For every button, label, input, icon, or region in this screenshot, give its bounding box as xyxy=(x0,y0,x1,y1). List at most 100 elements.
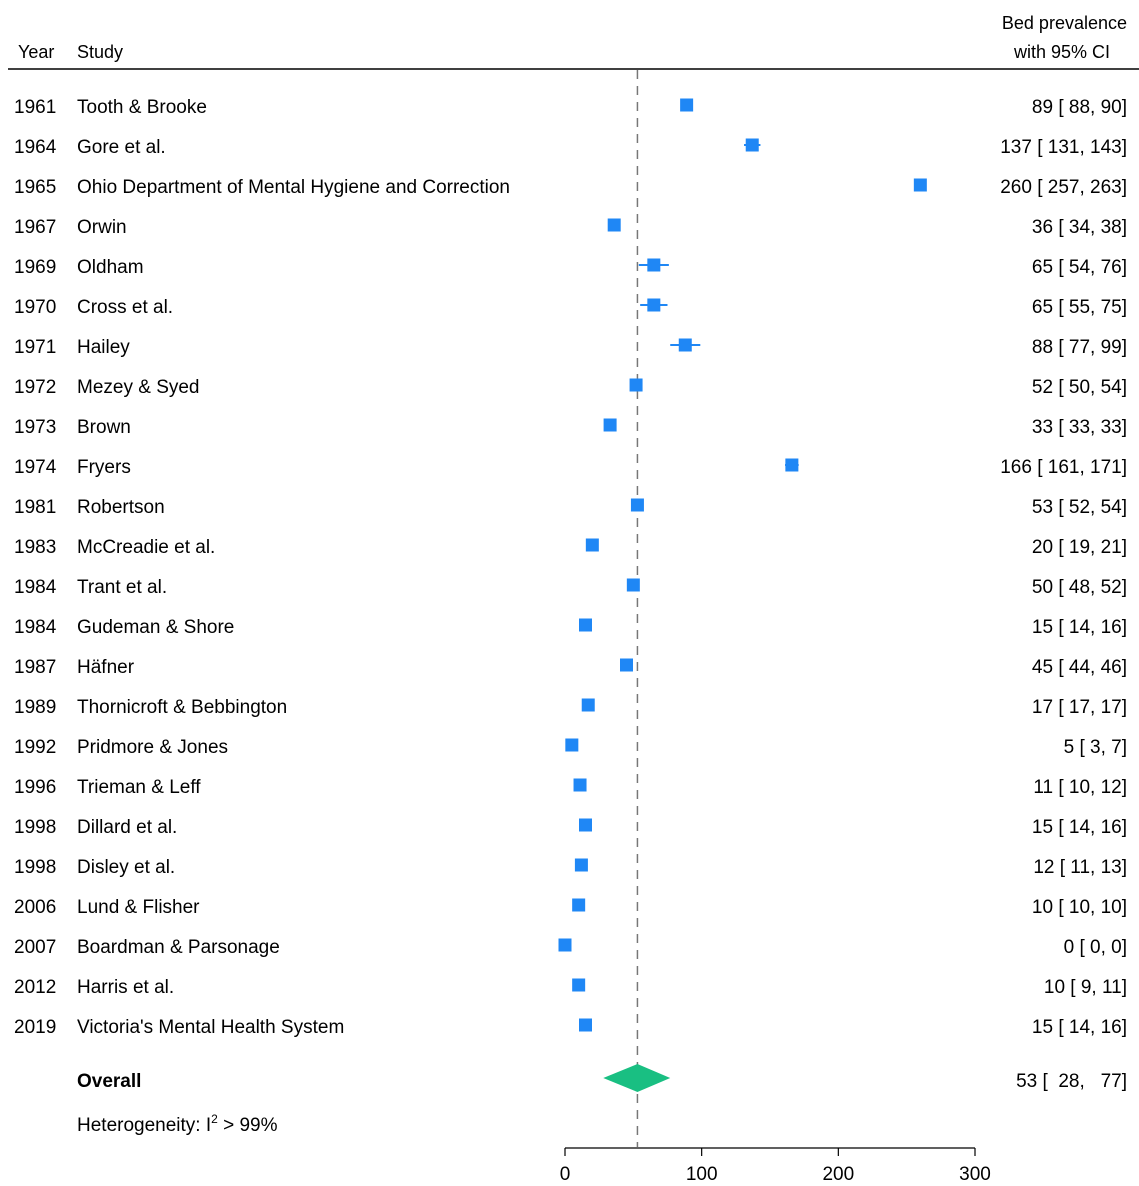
heterogeneity-prefix: Heterogeneity: I xyxy=(77,1115,211,1136)
header-study: Study xyxy=(77,42,123,62)
estimate-marker xyxy=(573,778,587,792)
study-year: 1998 xyxy=(14,857,56,878)
estimate-marker xyxy=(565,738,579,752)
study-year: 2012 xyxy=(14,977,56,998)
study-name: Cross et al. xyxy=(77,297,173,318)
study-row: 1998 Dillard et al. 15 [ 14, 16] xyxy=(14,817,1127,838)
study-name: Oldham xyxy=(77,257,144,278)
estimate-marker xyxy=(585,538,599,552)
study-estimate-text: 45 [ 44, 46] xyxy=(1032,657,1127,678)
study-estimate-text: 52 [ 50, 54] xyxy=(1032,377,1127,398)
x-tick-label: 300 xyxy=(959,1164,991,1185)
study-row: 1981 Robertson 53 [ 52, 54] xyxy=(14,497,1127,518)
study-year: 1970 xyxy=(14,297,56,318)
study-year: 1983 xyxy=(14,537,56,558)
study-year: 1984 xyxy=(14,577,57,598)
study-name: Hailey xyxy=(77,337,130,358)
study-year: 1987 xyxy=(14,657,56,678)
study-row: 1972 Mezey & Syed 52 [ 50, 54] xyxy=(14,377,1127,398)
study-name: McCreadie et al. xyxy=(77,537,215,558)
study-estimate-text: 15 [ 14, 16] xyxy=(1032,817,1127,838)
study-name: Trant et al. xyxy=(77,577,167,598)
study-name: Robertson xyxy=(77,497,165,518)
study-row: 1992 Pridmore & Jones 5 [ 3, 7] xyxy=(14,737,1127,758)
study-estimate-text: 0 [ 0, 0] xyxy=(1064,937,1127,958)
study-estimate-text: 260 [ 257, 263] xyxy=(1000,177,1127,198)
study-name: Gudeman & Shore xyxy=(77,617,234,638)
study-row: 2012 Harris et al. 10 [ 9, 11] xyxy=(14,977,1127,998)
x-tick-label: 0 xyxy=(560,1164,571,1185)
study-name: Victoria's Mental Health System xyxy=(77,1017,344,1038)
study-estimate-text: 65 [ 55, 75] xyxy=(1032,297,1127,318)
study-year: 2007 xyxy=(14,937,56,958)
estimate-marker xyxy=(620,658,633,672)
estimate-marker xyxy=(607,218,621,232)
study-estimate-text: 36 [ 34, 38] xyxy=(1032,217,1127,238)
estimate-marker xyxy=(579,1018,592,1032)
study-name: Disley et al. xyxy=(77,857,175,878)
estimate-marker xyxy=(913,178,927,192)
estimate-marker xyxy=(574,858,588,872)
study-year: 1964 xyxy=(14,137,57,158)
study-row: 1998 Disley et al. 12 [ 11, 13] xyxy=(14,857,1127,878)
study-estimate-text: 137 [ 131, 143] xyxy=(1000,137,1127,158)
study-name: Harris et al. xyxy=(77,977,174,998)
study-row: 1983 McCreadie et al. 20 [ 19, 21] xyxy=(14,537,1127,558)
study-row: 1964 Gore et al. 137 [ 131, 143] xyxy=(14,137,1127,158)
study-row: 1967 Orwin 36 [ 34, 38] xyxy=(14,217,1127,238)
estimate-marker xyxy=(647,258,661,272)
study-estimate-text: 17 [ 17, 17] xyxy=(1032,697,1127,718)
header-year: Year xyxy=(18,42,54,62)
study-estimate-text: 10 [ 10, 10] xyxy=(1032,897,1127,918)
study-year: 1989 xyxy=(14,697,56,718)
heterogeneity-suffix: > 99% xyxy=(218,1115,278,1136)
estimate-marker xyxy=(630,498,644,512)
study-name: Thornicroft & Bebbington xyxy=(77,697,287,718)
study-row: 1961 Tooth & Brooke 89 [ 88, 90] xyxy=(14,97,1127,118)
study-estimate-text: 53 [ 52, 54] xyxy=(1032,497,1127,518)
study-name: Pridmore & Jones xyxy=(77,737,228,758)
estimate-marker xyxy=(680,98,694,112)
study-year: 2006 xyxy=(14,897,56,918)
study-year: 1961 xyxy=(14,97,56,118)
header-estimate-line2: with 95% CI xyxy=(1013,42,1110,62)
study-row: 1989 Thornicroft & Bebbington 17 [ 17, 17] xyxy=(14,697,1127,718)
study-year: 1965 xyxy=(14,177,56,198)
study-year: 2019 xyxy=(14,1017,56,1038)
study-estimate-text: 166 [ 161, 171] xyxy=(1000,457,1127,478)
study-name: Dillard et al. xyxy=(77,817,177,838)
study-year: 1974 xyxy=(14,457,57,478)
study-row: 1970 Cross et al. 65 [ 55, 75] xyxy=(14,297,1127,318)
x-axis: 0 100 200 300 xyxy=(560,1147,991,1185)
estimate-marker xyxy=(572,898,586,912)
study-estimate-text: 50 [ 48, 52] xyxy=(1032,577,1127,598)
study-estimate-text: 12 [ 11, 13] xyxy=(1033,857,1127,878)
estimate-marker xyxy=(785,458,799,472)
study-name: Lund & Flisher xyxy=(77,897,200,918)
header-estimate-line1: Bed prevalence xyxy=(1002,13,1127,33)
study-estimate-text: 20 [ 19, 21] xyxy=(1032,537,1127,558)
estimate-marker xyxy=(579,818,592,832)
study-name: Ohio Department of Mental Hygiene and Co… xyxy=(77,177,510,198)
study-name: Mezey & Syed xyxy=(77,377,200,398)
x-tick-label: 200 xyxy=(822,1164,854,1185)
study-year: 1984 xyxy=(14,617,57,638)
study-row: 1987 Häfner 45 [ 44, 46] xyxy=(14,657,1127,678)
overall-diamond xyxy=(603,1064,671,1092)
study-row: 1996 Trieman & Leff 11 [ 10, 12] xyxy=(14,777,1127,798)
study-row: 2007 Boardman & Parsonage 0 [ 0, 0] xyxy=(14,937,1127,958)
study-name: Trieman & Leff xyxy=(77,777,201,798)
heterogeneity-superscript: 2 xyxy=(211,1112,218,1126)
study-name: Tooth & Brooke xyxy=(77,97,207,118)
study-estimate-text: 11 [ 10, 12] xyxy=(1033,777,1127,798)
study-row: 1971 Hailey 88 [ 77, 99] xyxy=(14,337,1127,358)
estimate-marker xyxy=(558,938,572,952)
study-row: 1965 Ohio Department of Mental Hygiene an… xyxy=(14,177,1127,198)
estimate-marker xyxy=(647,298,661,312)
overall-estimate-text: 53 [ 28, 77] xyxy=(1016,1071,1127,1092)
study-row: 1973 Brown 33 [ 33, 33] xyxy=(14,417,1127,438)
study-year: 1981 xyxy=(14,497,56,518)
study-year: 1971 xyxy=(14,337,56,358)
estimate-marker xyxy=(581,698,595,712)
study-row: 1969 Oldham 65 [ 54, 76] xyxy=(14,257,1127,278)
